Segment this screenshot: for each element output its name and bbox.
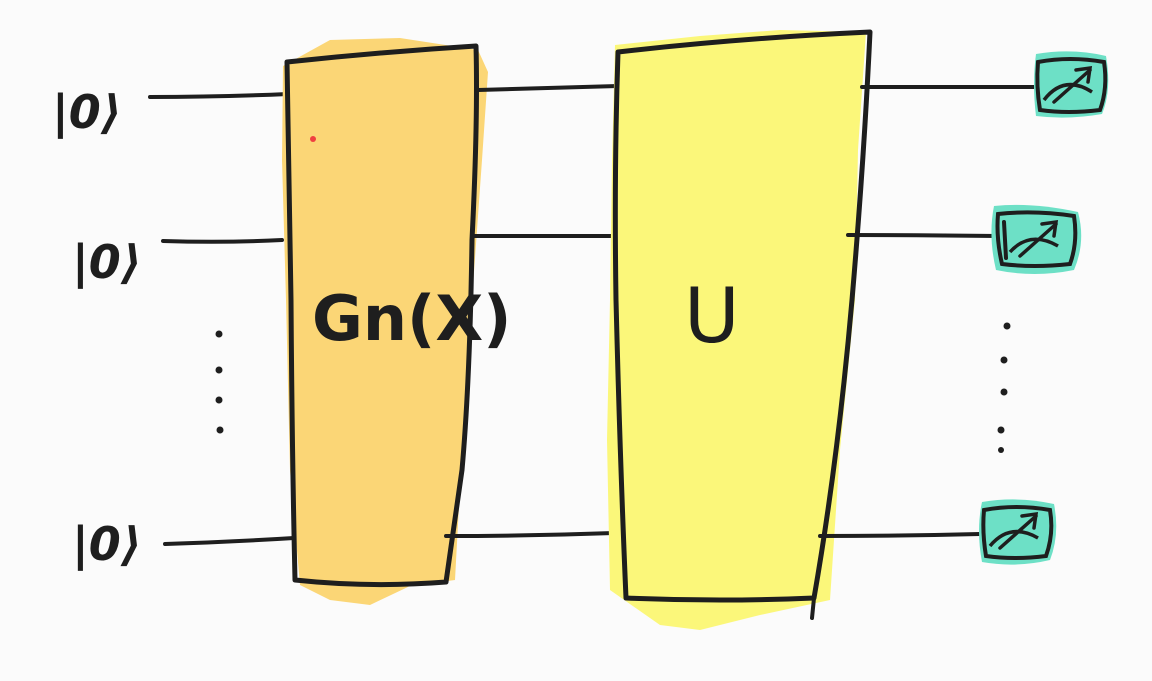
gate-feature-map-fill xyxy=(282,38,488,605)
gate-unitary-label: U xyxy=(684,271,740,360)
wire-2-in xyxy=(161,238,284,244)
measurement-meter-icon xyxy=(991,204,1082,274)
gate-feature-map-border xyxy=(284,43,479,588)
input-ket-label: |0⟩ xyxy=(52,85,122,140)
wire-n-mid xyxy=(444,531,616,538)
input-wires xyxy=(148,92,296,546)
wire-n-out xyxy=(818,532,982,538)
gate-unitary: U xyxy=(607,29,873,630)
input-qubit-n: |0⟩ xyxy=(72,517,142,572)
stray-red-dot xyxy=(310,136,316,142)
input-qubit-1: |0⟩ xyxy=(52,85,122,140)
input-qubit-2: |0⟩ xyxy=(72,235,142,290)
measurement-meter-icon xyxy=(979,499,1057,565)
middle-wires xyxy=(444,84,620,538)
wire-1-mid xyxy=(476,84,620,92)
measurement-meter-icon xyxy=(1034,51,1109,118)
gate-unitary-fill xyxy=(607,30,866,630)
input-ket-label: |0⟩ xyxy=(72,517,142,572)
gate-unitary-border xyxy=(612,29,873,603)
wire-1-in xyxy=(148,92,290,99)
wire-n-in xyxy=(163,536,296,546)
gate-feature-map: Gn(X) xyxy=(282,38,512,605)
ellipsis-dots-left xyxy=(215,330,224,434)
input-ket-label: |0⟩ xyxy=(72,235,142,290)
gate-feature-map-label: Gn(X) xyxy=(312,282,512,355)
ellipsis-dots-right xyxy=(997,322,1011,453)
wire-2-out xyxy=(846,233,1000,238)
output-wires xyxy=(818,84,1036,538)
